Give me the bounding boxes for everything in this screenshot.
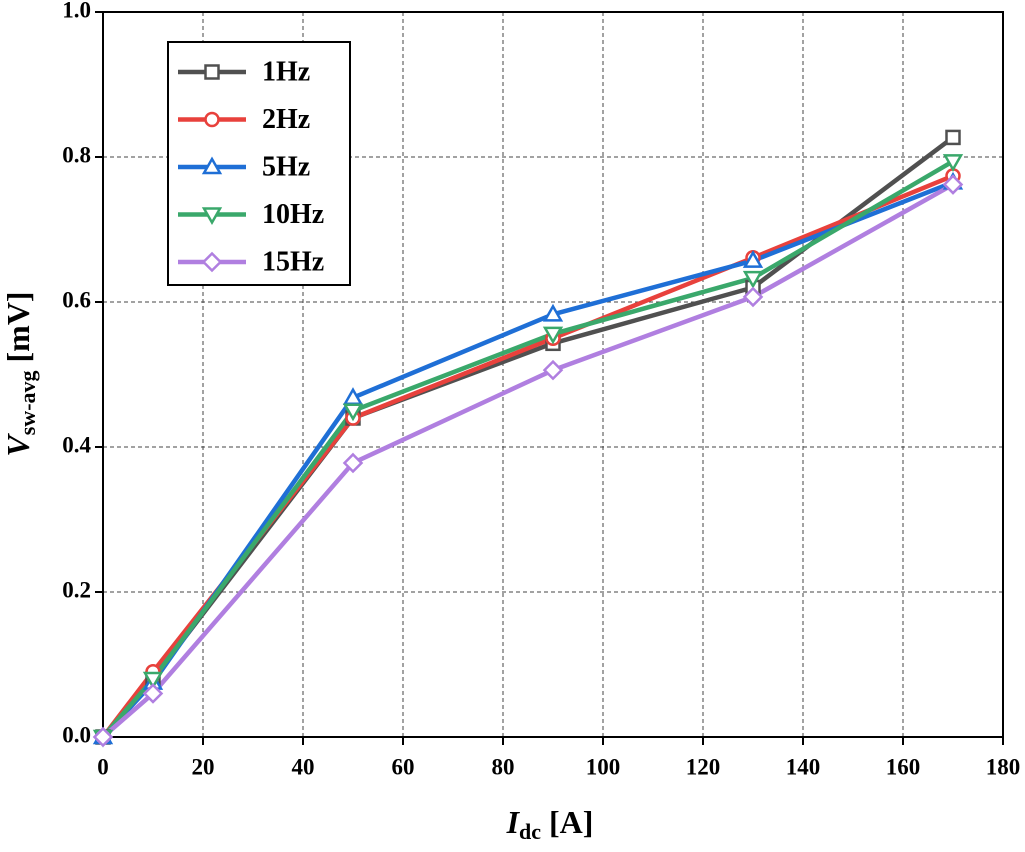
marker	[742, 250, 764, 268]
marker	[142, 683, 164, 704]
legend-label: 1Hz	[262, 56, 310, 87]
marker	[542, 303, 564, 322]
plot-frame	[102, 11, 1004, 738]
y-tick-label: 1.0	[62, 0, 91, 22]
x-tick-label: 120	[686, 754, 721, 779]
x-tick-label: 60	[392, 754, 415, 779]
legend-label: 5Hz	[262, 151, 310, 182]
marker	[542, 326, 564, 345]
marker	[742, 286, 764, 308]
y-tick-label: 0.4	[62, 432, 91, 457]
legend-box	[167, 41, 351, 286]
x-tick-label: 180	[986, 754, 1021, 779]
y-tick-label: 0.2	[62, 577, 91, 602]
marker	[342, 403, 364, 422]
marker	[542, 359, 564, 381]
marker	[742, 270, 764, 289]
marker	[204, 64, 220, 80]
marker	[342, 452, 364, 474]
marker	[92, 726, 114, 748]
series-line	[101, 182, 955, 739]
marker	[201, 207, 223, 226]
marker	[201, 251, 223, 273]
marker	[142, 671, 164, 690]
x-tick-label: 0	[97, 754, 109, 779]
y-tick-label: 0.6	[62, 287, 91, 312]
series-line	[101, 173, 954, 739]
legend-label: 2Hz	[262, 104, 310, 135]
legend-label: 10Hz	[262, 199, 324, 230]
y-tick-label: 0.0	[62, 722, 91, 747]
marker	[942, 174, 964, 195]
x-tick-label: 20	[192, 754, 215, 779]
marker	[201, 156, 223, 175]
y-tick-label: 0.8	[62, 142, 91, 167]
x-tick-label: 80	[492, 754, 515, 779]
y-axis-title: Vsw-avg[mV]	[0, 291, 40, 456]
x-tick-label: 160	[886, 754, 921, 779]
legend-label: 15Hz	[262, 246, 324, 277]
x-tick-label: 40	[292, 754, 315, 779]
marker	[204, 111, 220, 128]
marker	[942, 154, 964, 172]
x-tick-label: 100	[586, 754, 621, 779]
x-tick-label: 140	[786, 754, 821, 779]
marker	[945, 129, 961, 146]
x-axis-title: Idc [A]	[506, 804, 594, 844]
